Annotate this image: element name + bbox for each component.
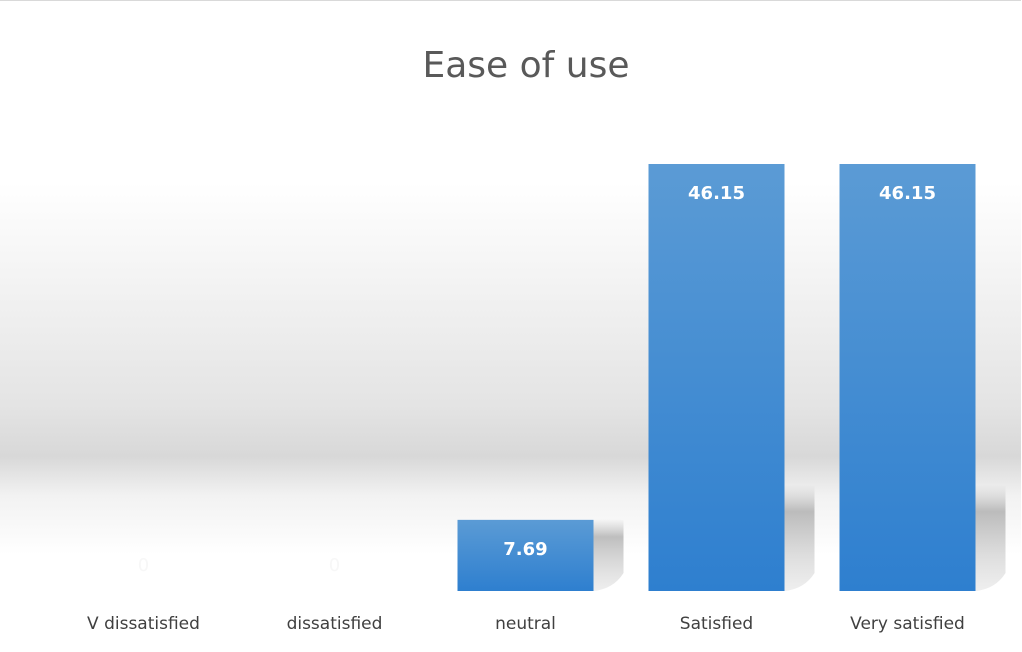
data-label: 0 [329,555,340,576]
data-labels: 0 0 7.69 46.15 46.15 [138,183,936,576]
data-label: 7.69 [503,539,547,560]
x-tick-label: Satisfied [680,614,753,634]
data-label: 46.15 [879,183,936,204]
bar [457,519,594,591]
x-tick-label: V dissatisfied [87,614,200,634]
x-tick-label: dissatisfied [287,614,383,634]
bar [839,164,976,591]
bar-shadow [784,485,815,591]
x-tick-label: Very satisfied [850,614,965,634]
bar-shadow [975,485,1006,591]
bar-shadow [593,518,624,591]
bar-shadows [593,485,1006,591]
data-label: 0 [138,555,149,576]
chart-title: Ease of use [422,45,629,86]
data-label: 46.15 [688,183,745,204]
bars [457,164,976,591]
bar [648,164,785,591]
x-tick-label: neutral [495,614,556,634]
x-axis-tick-labels: V dissatisfied dissatisfied neutral Satisfi… [87,614,965,634]
